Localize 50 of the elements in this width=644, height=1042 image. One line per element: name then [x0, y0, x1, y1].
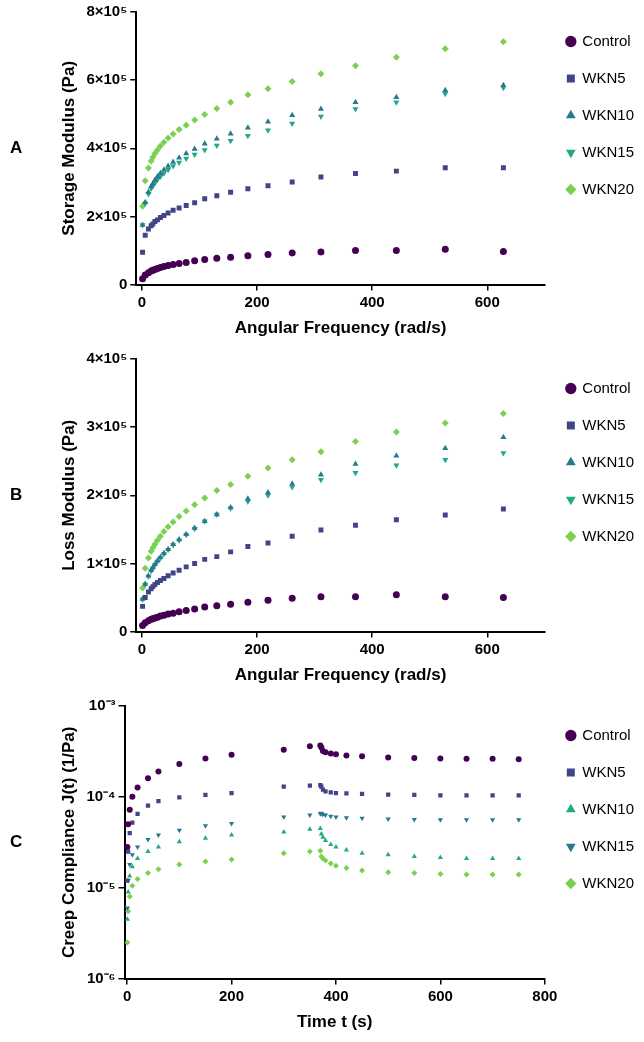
x-tick-label: 200 — [244, 292, 270, 310]
y-tick-label: 4×10⁵ — [86, 138, 128, 156]
y-tick-label: 2×10⁵ — [86, 206, 128, 224]
y-tick-label: 3×10⁵ — [86, 417, 128, 435]
x-tick-label: 600 — [474, 292, 500, 310]
legend-label: WKN20 — [582, 873, 635, 891]
x-tick-label: 600 — [427, 986, 453, 1004]
y-tick-label: 2×10⁵ — [86, 485, 128, 503]
legend-label: WKN15 — [582, 142, 635, 160]
y-tick-label: 10⁻⁵ — [86, 877, 116, 895]
y-axis-title: Loss Modulus (Pa) — [58, 419, 78, 571]
text: C — [10, 831, 23, 851]
y-tick-label: 4×10⁵ — [86, 349, 128, 367]
y-tick-label: 1×10⁵ — [86, 553, 128, 571]
y-tick-label: 0 — [118, 274, 128, 292]
x-tick-label: 0 — [137, 292, 147, 310]
x-tick-label: 400 — [359, 292, 385, 310]
x-axis-title: Angular Frequency (rad/s) — [234, 665, 447, 685]
text: A — [10, 137, 23, 157]
legend-label: WKN20 — [582, 526, 635, 544]
legend-label: Control — [582, 31, 631, 49]
legend-label: WKN15 — [582, 489, 635, 507]
legend-label: WKN5 — [582, 415, 626, 433]
x-tick-label: 600 — [474, 639, 500, 657]
text: B — [10, 484, 23, 504]
y-axis-title: Creep Compliance J(t) (1/Pa) — [58, 726, 78, 959]
y-tick-label: 6×10⁵ — [86, 70, 128, 88]
legend-label: WKN5 — [582, 762, 626, 780]
y-tick-label: 10⁻⁴ — [86, 787, 116, 805]
x-tick-label: 400 — [323, 986, 349, 1004]
legend-label: WKN10 — [582, 799, 635, 817]
y-tick-label: 10⁻³ — [88, 696, 116, 714]
x-tick-label: 200 — [219, 986, 245, 1004]
legend-label: WKN5 — [582, 68, 626, 86]
legend-label: WKN10 — [582, 105, 635, 123]
y-tick-label: 8×10⁵ — [86, 2, 128, 20]
x-tick-label: 800 — [532, 986, 558, 1004]
x-tick-label: 200 — [244, 639, 270, 657]
y-axis-title: Storage Modulus (Pa) — [58, 60, 78, 236]
legend-label: WKN20 — [582, 179, 635, 197]
y-tick-label: 10⁻⁶ — [86, 968, 116, 986]
x-axis-title: Time t (s) — [297, 1012, 373, 1032]
legend-label: WKN10 — [582, 452, 635, 470]
x-tick-label: 400 — [359, 639, 385, 657]
legend-label: Control — [582, 725, 631, 743]
legend-label: WKN15 — [582, 836, 635, 854]
x-tick-label: 0 — [137, 639, 147, 657]
legend-label: Control — [582, 378, 631, 396]
x-axis-title: Angular Frequency (rad/s) — [234, 318, 447, 338]
y-tick-label: 0 — [118, 621, 128, 639]
